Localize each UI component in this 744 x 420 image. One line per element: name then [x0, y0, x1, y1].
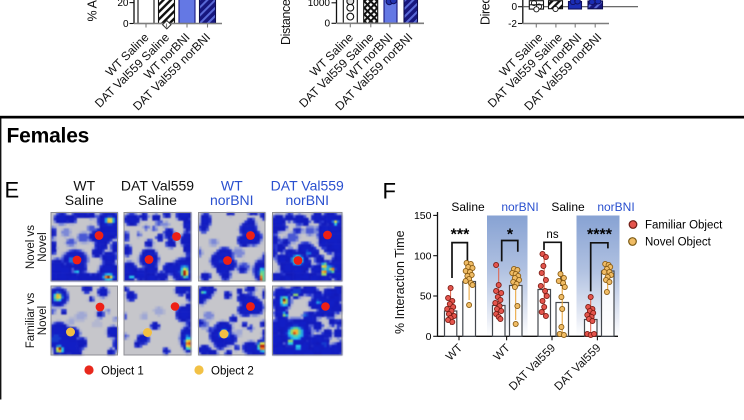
svg-text:WT: WT [73, 178, 95, 194]
svg-text:Females: Females [7, 125, 90, 148]
svg-text:1000: 1000 [308, 0, 331, 9]
svg-text:Familiar vs: Familiar vs [25, 292, 37, 348]
svg-text:Novel vs: Novel vs [25, 225, 37, 269]
svg-text:0: 0 [426, 331, 432, 343]
svg-text:DAT Val559: DAT Val559 [271, 178, 344, 194]
svg-text:20: 20 [117, 0, 129, 9]
svg-text:0: 0 [324, 19, 330, 30]
svg-text:Novel: Novel [37, 306, 49, 335]
svg-text:100: 100 [414, 250, 432, 262]
svg-text:Saline: Saline [451, 200, 485, 214]
svg-text:****: **** [587, 227, 613, 244]
svg-text:ns: ns [546, 229, 558, 241]
svg-text:% Ambulatory: % Ambulatory [86, 0, 100, 22]
svg-text:***: *** [451, 227, 470, 244]
svg-text:E: E [5, 178, 20, 203]
svg-text:-2: -2 [508, 19, 517, 30]
svg-text:norBNI: norBNI [210, 192, 254, 208]
svg-text:Familiar Object: Familiar Object [645, 220, 723, 232]
svg-text:Saline: Saline [551, 200, 585, 214]
svg-text:Distance: Distance [279, 0, 293, 45]
svg-text:Novel: Novel [37, 232, 49, 261]
svg-text:Saline: Saline [65, 192, 104, 208]
svg-text:norBNI: norBNI [285, 192, 329, 208]
svg-text:DAT Val559: DAT Val559 [121, 178, 194, 194]
svg-text:150: 150 [414, 210, 432, 222]
svg-text:% Interaction Time: % Interaction Time [393, 230, 407, 334]
svg-text:Novel Object: Novel Object [645, 237, 712, 249]
svg-text:0: 0 [123, 19, 129, 30]
svg-text:F: F [383, 179, 396, 204]
svg-text:norBNI: norBNI [501, 200, 538, 214]
svg-text:50: 50 [420, 291, 432, 303]
svg-text:Saline: Saline [138, 192, 177, 208]
svg-text:Object 1: Object 1 [101, 366, 144, 378]
svg-text:Directed: Directed [479, 0, 493, 25]
svg-text:0: 0 [511, 2, 517, 13]
svg-text:*: * [507, 227, 514, 244]
svg-text:Object 2: Object 2 [211, 366, 254, 378]
svg-text:WT: WT [221, 178, 243, 194]
svg-text:norBNI: norBNI [597, 200, 634, 214]
